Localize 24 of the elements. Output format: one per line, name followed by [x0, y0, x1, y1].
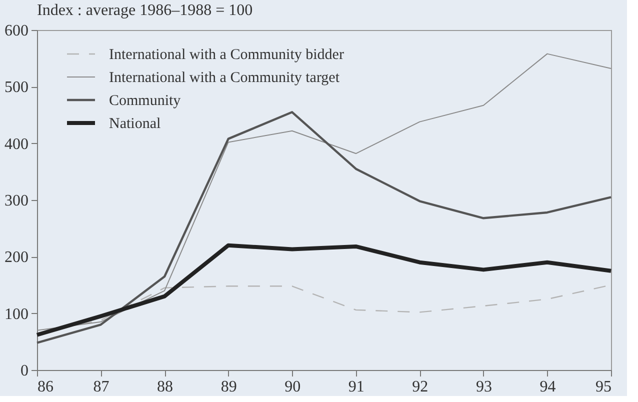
y-tick-label: 200 [4, 249, 28, 266]
x-tick-label: 94 [540, 378, 556, 396]
legend-label: International with a Community bidder [109, 47, 344, 63]
x-tick-label: 87 [93, 378, 110, 396]
y-tick-label: 100 [4, 306, 28, 323]
legend-label: International with a Community target [109, 70, 340, 86]
x-tick-label: 95 [596, 378, 612, 396]
y-axis-title: Index : average 1986–1988 = 100 [37, 2, 253, 19]
y-tick-label: 500 [4, 79, 28, 96]
y-tick-label: 400 [4, 136, 28, 153]
x-tick-label: 90 [284, 378, 301, 396]
x-tick-label: 88 [157, 378, 174, 396]
legend-label: National [109, 116, 161, 132]
legend-label: Community [109, 93, 182, 109]
x-tick-label: 86 [38, 378, 54, 396]
x-tick-label: 91 [348, 378, 364, 396]
x-tick-label: 93 [476, 378, 492, 396]
line-series [36, 111, 612, 344]
y-tick-label: 600 [4, 22, 28, 40]
y-tick-label: 0 [20, 362, 28, 380]
x-tick-label: 92 [412, 378, 428, 396]
line-series [35, 243, 613, 337]
y-tick-label: 300 [4, 192, 28, 210]
x-tick-label: 89 [220, 378, 237, 396]
